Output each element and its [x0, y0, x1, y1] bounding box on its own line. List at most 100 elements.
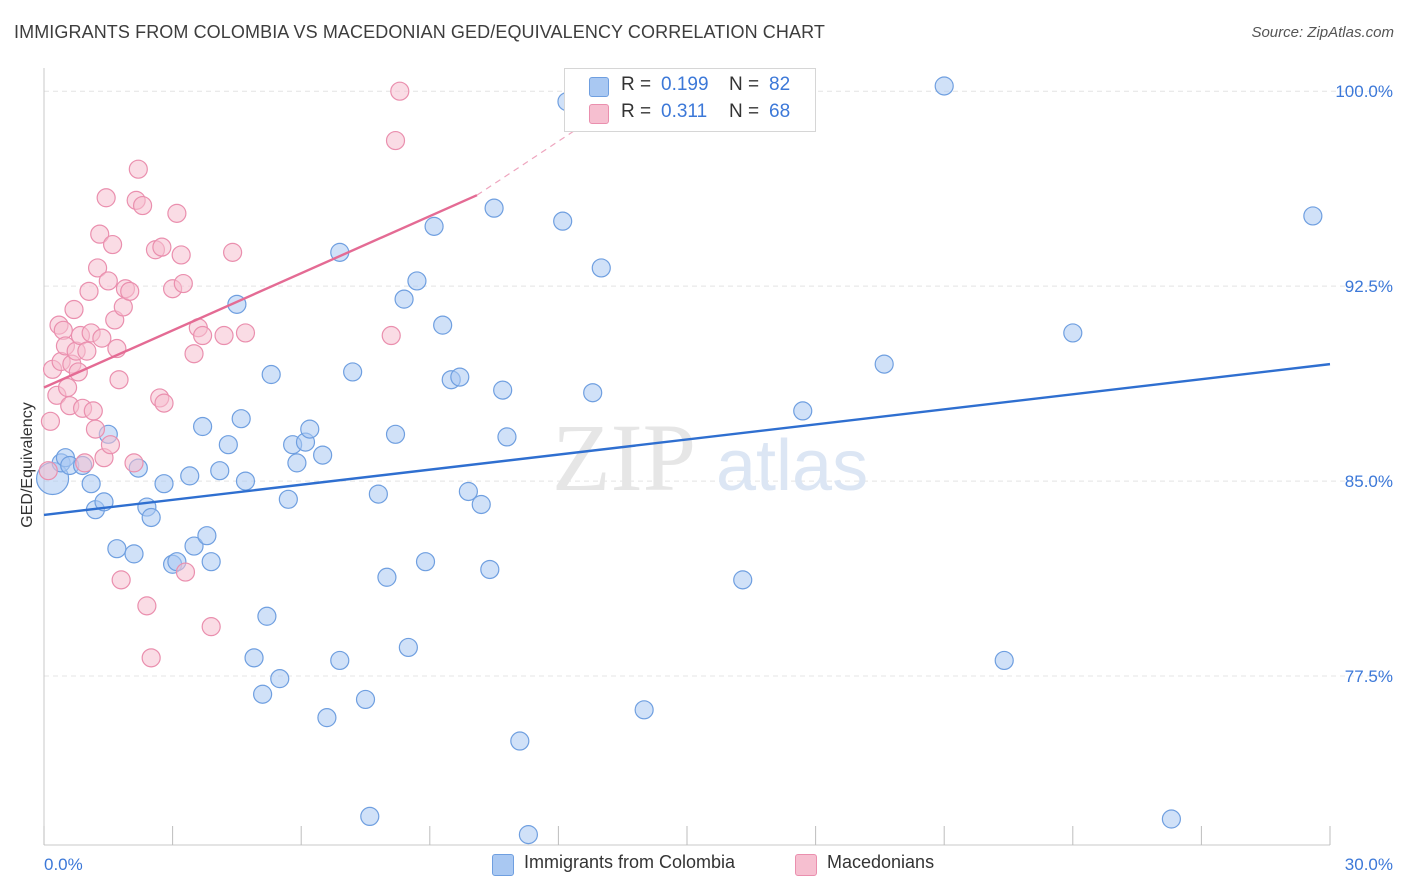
macedonian-point — [171, 245, 191, 265]
macedonian-point — [85, 419, 106, 439]
colombia-point — [184, 536, 204, 556]
colombia-point — [360, 806, 380, 827]
bottom-legend-label-colombia: Immigrants from Colombia — [524, 852, 736, 872]
colombia-point — [433, 315, 453, 335]
colombia-point — [197, 526, 217, 546]
y-axis-title: GED/Equivalency — [19, 402, 36, 528]
x-tick-label-max: 30.0% — [1345, 855, 1393, 874]
macedonian-point — [381, 325, 401, 346]
colombia-point — [874, 354, 894, 374]
colombia-point — [343, 362, 363, 382]
macedonian-point — [184, 344, 204, 364]
colombia-point — [257, 606, 277, 626]
colombia-point — [330, 650, 350, 671]
colombia-point — [244, 648, 264, 668]
legend-r-label: R = — [621, 74, 652, 95]
data-points — [35, 76, 1323, 845]
colombia-point — [994, 650, 1014, 671]
macedonian-point — [167, 203, 187, 223]
macedonian-point — [102, 234, 123, 255]
colombia-point — [583, 383, 603, 403]
macedonian-point — [173, 273, 193, 294]
colombia-point — [793, 401, 813, 421]
macedonian-point — [109, 370, 129, 390]
colombia-point — [484, 198, 504, 218]
macedonian-point — [57, 377, 78, 398]
colombia-point — [518, 825, 538, 845]
macedonian-point — [235, 323, 256, 343]
bottom-legend-swatch-colombia — [492, 854, 514, 876]
macedonian-point — [124, 453, 144, 473]
colombia-point — [81, 474, 101, 494]
colombia-trend-line — [43, 362, 1331, 517]
colombia-point — [398, 637, 418, 658]
colombia-point — [180, 466, 200, 486]
macedonian-point — [96, 188, 116, 208]
colombia-point — [124, 544, 144, 564]
colombia-point — [377, 567, 397, 587]
colombia-point — [231, 409, 251, 429]
colombia-point — [385, 424, 406, 444]
macedonian-point — [38, 461, 58, 481]
legend-n-label: N = — [729, 101, 760, 122]
macedonian-trend-line — [43, 194, 478, 389]
macedonian-point — [141, 648, 161, 668]
macedonian-point — [132, 195, 153, 216]
macedonian-point — [137, 596, 157, 616]
colombia-point — [510, 731, 530, 751]
colombia-point — [553, 211, 573, 231]
macedonian-point — [111, 570, 131, 590]
colombia-point — [210, 461, 230, 481]
colombia-point — [141, 507, 161, 528]
colombia-point — [934, 76, 954, 96]
bottom-legend-label-macedonians: Macedonians — [827, 852, 935, 872]
colombia-point — [300, 419, 320, 439]
y-tick-label: 92.5% — [1345, 277, 1393, 296]
colombia-point — [313, 445, 333, 465]
bottom-legend-swatch-macedonians — [795, 854, 817, 876]
x-tick-label-min: 0.0% — [44, 855, 83, 874]
macedonian-point — [154, 393, 174, 413]
macedonian-point — [87, 258, 108, 278]
colombia-point — [270, 669, 290, 689]
colombia-point — [407, 271, 427, 291]
watermark-zip: ZIP — [552, 404, 696, 511]
legend-r-value: 0.311 — [661, 101, 708, 122]
y-tick-label: 85.0% — [1345, 472, 1393, 491]
macedonian-point — [40, 411, 61, 431]
legend-r-label: R = — [621, 101, 652, 122]
colombia-point — [154, 474, 174, 494]
source-label: Source: ZipAtlas.com — [1251, 24, 1394, 41]
macedonian-point — [390, 81, 410, 101]
colombia-point — [261, 364, 281, 385]
macedonian-point — [193, 325, 213, 346]
legend-n-label: N = — [729, 74, 760, 95]
macedonian-point — [79, 281, 99, 301]
colombia-point — [278, 489, 298, 509]
colombia-point — [1161, 809, 1181, 829]
watermark: ZIP atlas — [552, 404, 868, 511]
colombia-point — [415, 552, 436, 572]
colombia-point — [394, 289, 414, 309]
watermark-atlas: atlas — [716, 426, 868, 506]
macedonian-point — [64, 299, 84, 320]
colombia-point — [287, 453, 307, 473]
colombia-point — [193, 416, 213, 437]
macedonian-point — [120, 281, 140, 301]
macedonian-point — [90, 224, 110, 244]
colombia-point — [733, 570, 753, 590]
y-tick-label: 77.5% — [1345, 667, 1393, 686]
y-tick-label: 100.0% — [1335, 82, 1393, 101]
legend-swatch-macedonians — [589, 104, 609, 124]
colombia-point — [253, 684, 273, 704]
colombia-point — [368, 484, 388, 504]
colombia-point — [450, 367, 470, 387]
legend-n-value: 68 — [769, 101, 791, 122]
axes — [43, 68, 1331, 846]
legend-n-value: 82 — [769, 74, 791, 95]
macedonian-point — [77, 341, 97, 361]
legend-r-value: 0.199 — [661, 74, 709, 95]
macedonian-point — [83, 401, 103, 421]
macedonian-point — [98, 271, 118, 291]
